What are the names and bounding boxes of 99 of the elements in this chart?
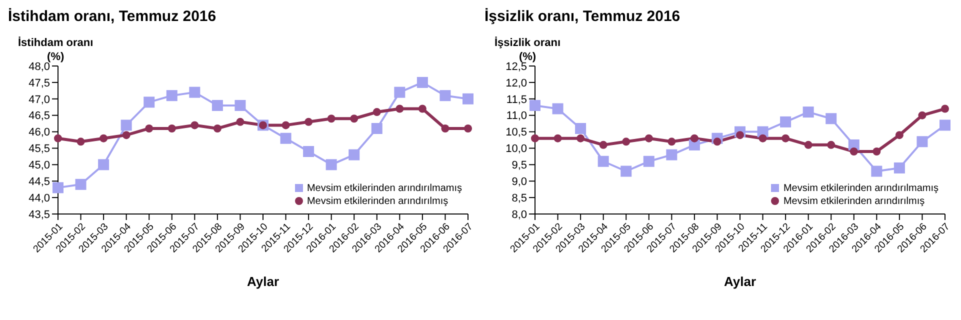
point	[804, 140, 812, 149]
point	[75, 178, 86, 190]
y-tick-label: 11,0	[506, 110, 526, 122]
legend-label: Mevsim etkilerinden arındırılmış	[783, 196, 925, 207]
point	[396, 104, 404, 113]
point	[304, 118, 313, 126]
point	[780, 116, 791, 128]
point	[644, 134, 652, 142]
chart-title: İşsizlik oranı, Temmuz 2016	[484, 8, 680, 25]
y-tick-label: 10,0	[505, 143, 526, 156]
point	[280, 132, 292, 144]
point	[826, 140, 835, 149]
x-axis-title: Aylar	[723, 274, 756, 289]
point	[918, 111, 926, 120]
y-tick-label: 9,0	[511, 176, 526, 188]
point	[76, 138, 85, 146]
point	[282, 121, 290, 130]
point	[166, 90, 178, 102]
point	[440, 90, 451, 102]
x-axis-title: Aylar	[246, 274, 280, 289]
point	[52, 182, 64, 194]
point	[120, 120, 132, 131]
point	[872, 148, 880, 156]
point	[189, 86, 200, 98]
y-tick-label: 8,5	[511, 192, 526, 204]
y-tick-label: 8,0	[511, 208, 526, 221]
y-tick-label: 11,5	[506, 94, 526, 106]
point	[894, 131, 903, 140]
y-axis-title: İşsizlik oranı (%)	[494, 36, 561, 63]
point	[802, 106, 814, 118]
point	[234, 100, 246, 111]
point	[940, 104, 948, 113]
y-tick-label: 43,5	[28, 208, 50, 221]
point	[690, 134, 698, 142]
point	[736, 131, 744, 140]
point	[416, 76, 428, 88]
chart-title: İstihdam oranı, Temmuz 2016	[8, 8, 216, 25]
y-tick-label: 44,0	[28, 192, 50, 204]
y-tick-label: 44,5	[28, 176, 50, 188]
point	[212, 100, 223, 111]
point	[122, 131, 130, 140]
point	[350, 114, 358, 123]
point	[326, 159, 337, 170]
point	[825, 113, 836, 124]
y-tick-label: 47,5	[28, 77, 50, 90]
point	[372, 108, 381, 116]
y-tick-label: 10,5	[505, 126, 526, 139]
point	[893, 162, 904, 174]
y-tick-label: 12,0	[505, 77, 526, 90]
y-tick-label: 45,0	[28, 160, 50, 172]
point	[712, 138, 721, 146]
point	[849, 148, 858, 156]
point	[530, 134, 538, 142]
point	[597, 156, 608, 167]
y-tick-label: 12,5	[505, 60, 526, 73]
point	[916, 136, 928, 148]
point	[441, 124, 450, 132]
point	[98, 159, 110, 170]
point	[371, 122, 382, 134]
point	[462, 93, 474, 104]
point	[213, 124, 222, 132]
point	[327, 114, 336, 123]
point	[667, 138, 676, 146]
point	[348, 149, 360, 160]
point	[666, 149, 677, 160]
point	[622, 138, 630, 146]
legend-label: Mevsim etkilerinden arındırılmış	[306, 196, 448, 207]
y-axis-title: İstihdam oranı (%)	[18, 36, 94, 63]
legend-label: Mevsim etkilerinden arındırılmamış	[783, 183, 938, 194]
point	[394, 86, 406, 98]
point	[576, 134, 584, 142]
point	[781, 134, 790, 142]
y-tick-label: 45,5	[28, 143, 50, 156]
y-tick-label: 46,0	[28, 126, 50, 139]
point	[145, 124, 154, 132]
y-tick-label: 48,0	[28, 60, 50, 73]
point	[418, 104, 426, 113]
point	[303, 146, 314, 158]
point	[870, 166, 882, 177]
point	[54, 134, 62, 142]
point	[529, 100, 540, 111]
legend-label: Mevsim etkilerinden arındırılmamış	[306, 183, 462, 194]
point	[553, 134, 562, 142]
point	[574, 122, 586, 134]
point	[598, 140, 607, 149]
point	[552, 103, 563, 114]
point	[642, 156, 654, 167]
point	[464, 124, 472, 132]
point	[620, 166, 632, 177]
point	[939, 120, 950, 131]
point	[100, 134, 108, 142]
point	[168, 124, 176, 132]
point	[144, 96, 155, 108]
y-tick-label: 9,5	[511, 160, 526, 172]
y-tick-label: 47,0	[28, 94, 50, 106]
point	[758, 134, 766, 142]
point	[236, 118, 244, 126]
y-tick-label: 46,5	[28, 110, 50, 122]
point	[190, 121, 199, 130]
